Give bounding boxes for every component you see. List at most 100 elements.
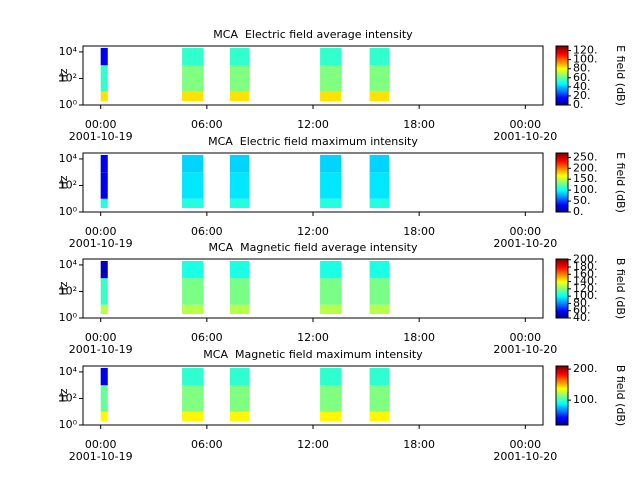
x-tick-label: 00:00 (509, 438, 541, 451)
colorbar-step (556, 76, 568, 78)
y-tick-label: 10⁰ (59, 418, 78, 431)
colorbar-label: E field (dB) (614, 45, 627, 106)
spectrogram-cell (182, 278, 204, 305)
spectrogram-cell (369, 385, 390, 412)
colorbar-step (556, 193, 568, 195)
colorbar-step (556, 57, 568, 60)
colorbar-step (556, 62, 568, 65)
spectrogram-cell (182, 260, 204, 279)
colorbar-tick-label: 120. (573, 282, 598, 295)
colorbar-tick-label: 140. (573, 275, 598, 288)
y-tick-label: 10⁴ (59, 365, 78, 378)
colorbar-step (556, 201, 568, 203)
spectrogram-cell (100, 260, 108, 279)
colorbar-step (556, 411, 568, 413)
colorbar-step (556, 291, 568, 293)
spectrogram-cell (320, 411, 342, 422)
spectrogram-cell (100, 367, 108, 386)
colorbar-step (556, 288, 568, 290)
colorbar-step (556, 172, 568, 175)
spectrogram-cell (369, 172, 390, 199)
x-tick-label: 00:00 (509, 225, 541, 238)
colorbar-step (556, 52, 568, 55)
colorbar-tick-label: 250. (573, 150, 598, 163)
colorbar-step (556, 47, 568, 50)
colorbar-step (556, 294, 568, 296)
colorbar-step (556, 98, 568, 100)
x-date-label: 2001-10-20 (493, 237, 557, 250)
y-tick-label: 10⁴ (59, 45, 78, 58)
colorbar-step (556, 185, 568, 187)
plot-frame (82, 258, 544, 319)
colorbar-tick-label: 100. (573, 183, 598, 196)
colorbar-step (556, 280, 568, 283)
colorbar-step (556, 366, 568, 368)
colorbar-step (556, 396, 568, 398)
x-date-label: 2001-10-20 (493, 130, 557, 143)
colorbar-tick-label: 50. (573, 194, 591, 207)
colorbar-step (556, 380, 568, 383)
plot-frame (82, 365, 544, 426)
colorbar-step (556, 94, 568, 96)
colorbar-step (556, 266, 568, 269)
colorbar-step (556, 205, 568, 207)
colorbar-step (556, 300, 568, 302)
colorbar-step (556, 278, 568, 281)
colorbar-step (556, 419, 568, 421)
colorbar-frame (555, 152, 569, 213)
colorbar-step (556, 386, 568, 389)
spectrogram-cell (320, 91, 342, 102)
colorbar-step (556, 376, 568, 379)
colorbar-step (556, 186, 568, 188)
colorbar-step (556, 418, 568, 420)
panel-title: MCA Electric field average intensity (213, 28, 413, 41)
colorbar-step (556, 378, 568, 381)
colorbar-tick-label: 20. (573, 89, 591, 102)
colorbar-step (556, 196, 568, 198)
x-tick-label: 00:00 (509, 118, 541, 131)
colorbar-step (556, 58, 568, 61)
y-tick-label: 10² (59, 284, 77, 297)
colorbar-label: B field (dB) (614, 258, 627, 319)
y-tick-label: 10⁰ (59, 205, 78, 218)
colorbar-step (556, 259, 568, 261)
colorbar-tick-label: 200. (573, 253, 598, 266)
colorbar-tick-label: 60. (573, 304, 591, 317)
colorbar-step (556, 372, 568, 375)
spectrogram-cell (369, 278, 390, 305)
x-date-label: 2001-10-20 (493, 343, 557, 356)
colorbar-step (556, 316, 568, 318)
colorbar-step (556, 176, 568, 179)
colorbar-step (556, 170, 568, 173)
colorbar-step (556, 417, 568, 419)
x-tick-label: 00:00 (85, 118, 117, 131)
colorbar-tick-label: 160. (573, 267, 598, 280)
colorbar-step (556, 184, 568, 186)
colorbar-step (556, 59, 568, 62)
x-tick-label: 06:00 (191, 225, 223, 238)
colorbar-step (556, 383, 568, 386)
colorbar-step (556, 416, 568, 418)
spectrogram-cell (229, 91, 250, 102)
colorbar-tick-label: 60. (573, 71, 591, 84)
colorbar-step (556, 177, 568, 180)
spectrogram-cell (320, 367, 342, 386)
colorbar-step (556, 157, 568, 160)
colorbar-step (556, 394, 568, 396)
colorbar-step (556, 183, 568, 185)
spectrogram-cell (369, 198, 390, 209)
colorbar-step (556, 77, 568, 79)
spectrogram-cell (229, 385, 250, 412)
colorbar-step (556, 71, 568, 74)
colorbar-step (556, 154, 568, 157)
colorbar-step (556, 387, 568, 390)
colorbar-step (556, 298, 568, 300)
spectrogram-cell (320, 278, 342, 305)
x-tick-label: 18:00 (403, 438, 435, 451)
x-tick-label: 00:00 (85, 225, 117, 238)
colorbar-step (556, 179, 568, 182)
colorbar-step (556, 404, 568, 406)
y-tick-label: 10⁰ (59, 98, 78, 111)
colorbar-step (556, 200, 568, 202)
colorbar-label: E field (dB) (614, 152, 627, 213)
